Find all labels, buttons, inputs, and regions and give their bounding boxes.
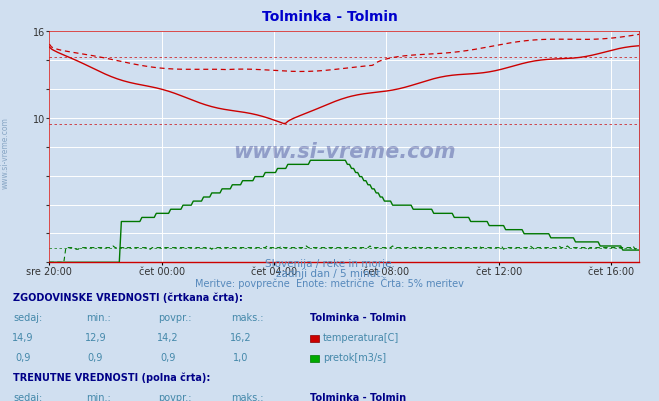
- Text: 0,9: 0,9: [160, 352, 176, 362]
- Text: www.si-vreme.com: www.si-vreme.com: [1, 117, 10, 188]
- Text: sedaj:: sedaj:: [13, 392, 42, 401]
- Text: min.:: min.:: [86, 312, 111, 322]
- Text: maks.:: maks.:: [231, 392, 263, 401]
- Text: sedaj:: sedaj:: [13, 312, 42, 322]
- Text: min.:: min.:: [86, 392, 111, 401]
- Text: ZGODOVINSKE VREDNOSTI (črtkana črta):: ZGODOVINSKE VREDNOSTI (črtkana črta):: [13, 292, 243, 303]
- Text: 16,2: 16,2: [230, 332, 251, 342]
- Text: 0,9: 0,9: [15, 352, 31, 362]
- Text: pretok[m3/s]: pretok[m3/s]: [323, 352, 386, 362]
- Text: Tolminka - Tolmin: Tolminka - Tolmin: [310, 392, 406, 401]
- Text: temperatura[C]: temperatura[C]: [323, 332, 399, 342]
- Text: maks.:: maks.:: [231, 312, 263, 322]
- Text: 0,9: 0,9: [88, 352, 103, 362]
- Text: Slovenija / reke in morje.: Slovenija / reke in morje.: [264, 259, 395, 269]
- Text: zadnji dan / 5 minut.: zadnji dan / 5 minut.: [275, 269, 384, 279]
- Text: 14,2: 14,2: [158, 332, 179, 342]
- Text: povpr.:: povpr.:: [158, 312, 192, 322]
- Text: Tolminka - Tolmin: Tolminka - Tolmin: [262, 10, 397, 24]
- Text: 1,0: 1,0: [233, 352, 248, 362]
- Text: povpr.:: povpr.:: [158, 392, 192, 401]
- Text: 12,9: 12,9: [85, 332, 106, 342]
- Text: 14,9: 14,9: [13, 332, 34, 342]
- Text: www.si-vreme.com: www.si-vreme.com: [233, 142, 455, 162]
- Text: Tolminka - Tolmin: Tolminka - Tolmin: [310, 312, 406, 322]
- Text: Meritve: povprečne  Enote: metrične  Črta: 5% meritev: Meritve: povprečne Enote: metrične Črta:…: [195, 277, 464, 289]
- Text: TRENUTNE VREDNOSTI (polna črta):: TRENUTNE VREDNOSTI (polna črta):: [13, 371, 211, 382]
